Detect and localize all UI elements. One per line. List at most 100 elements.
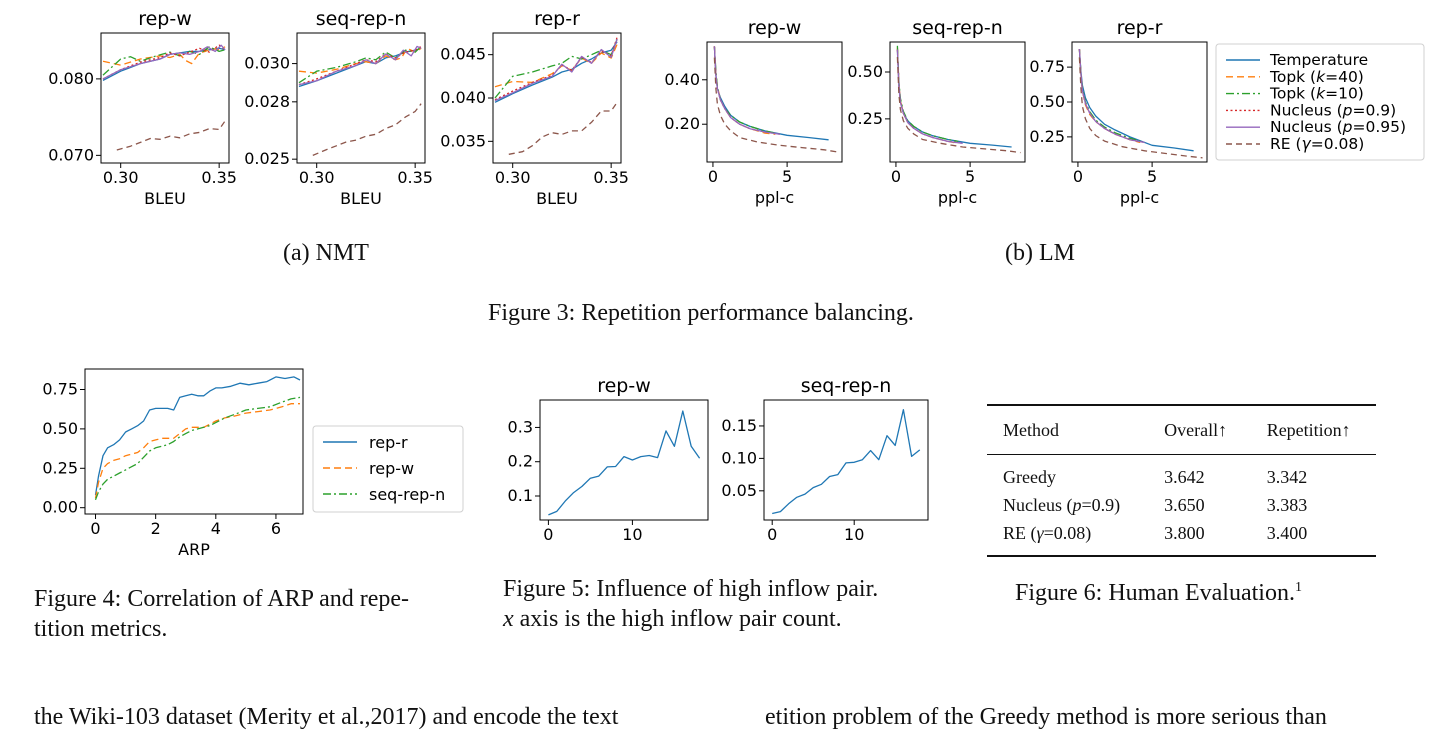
figure-5-caption-line2: x axis is the high inflow pair count. xyxy=(503,604,953,634)
legend-label-text: Topk ( xyxy=(1269,85,1316,103)
lm-2-xlabel: ppl-c xyxy=(1120,188,1159,207)
nmt-0-series-5 xyxy=(116,120,226,151)
cell-repetition: 3.400 xyxy=(1266,522,1308,543)
lm-1-panel: 0 5 0.25 0.50 seq-rep-n ppl-c xyxy=(847,17,1026,207)
nmt-1-series-4 xyxy=(298,45,422,86)
nmt-2-ytick-label: 0.045 xyxy=(440,45,486,64)
figure-4-caption-line1: Figure 4: Correlation of ARP and repe- xyxy=(34,586,410,612)
header-method: Method xyxy=(1003,419,1059,440)
lm-0-series-2 xyxy=(713,46,776,134)
lm-legend-label-4: Nucleus (p=0.95) xyxy=(1270,118,1406,136)
figure-4-caption-line2: tition metrics. xyxy=(34,616,168,642)
lm-1-frame xyxy=(889,41,1026,163)
method-text-post: =0.08) xyxy=(1043,522,1092,543)
lm-2-panel: 0 5 0.25 0.50 0.75 rep-r ppl-c xyxy=(1029,17,1208,207)
figure-6-caption-text: Figure 6: Human Evaluation. xyxy=(1015,580,1295,606)
fig5-1-series-0 xyxy=(772,409,921,515)
fig4-legend-label-0: rep-r xyxy=(369,433,408,452)
fig5-1-xtick-label: 0 xyxy=(767,525,777,544)
lm-legend-label-3: Nucleus (p=0.9) xyxy=(1270,101,1396,119)
table-row: RE (γ=0.08) 3.800 3.400 xyxy=(987,519,1376,556)
nmt-0-series-4 xyxy=(102,44,226,80)
lm-0-ytick-label: 0.20 xyxy=(664,114,700,133)
nmt-1-series-1 xyxy=(298,47,422,74)
lm-2-xtick-label: 5 xyxy=(1147,167,1157,186)
nmt-0-panel: 0.30 0.35 0.070 0.080 rep-w BLEU xyxy=(48,8,237,208)
figure-5-caption-x-var: x xyxy=(503,606,514,632)
legend-label-var: γ xyxy=(1302,135,1312,153)
figure-5-caption: Figure 5: Influence of high inflow pair.… xyxy=(503,574,953,634)
legend-label-var: k xyxy=(1316,68,1326,86)
nmt-2-xtick-label: 0.35 xyxy=(593,168,629,187)
lm-2-ytick-label: 0.50 xyxy=(1029,92,1065,111)
table-header-row: Method Overall↑ Repetition↑ xyxy=(987,405,1376,455)
fig4-legend-label-1: rep-w xyxy=(369,459,414,478)
cell-method: Greedy xyxy=(987,455,1148,492)
lm-0-xlabel: ppl-c xyxy=(755,188,794,207)
figure-5-caption-line2-text: axis is the high inflow pair count. xyxy=(513,606,842,632)
lm-2-ytick-label: 0.75 xyxy=(1029,57,1065,76)
cell-method: Nucleus (p=0.9) xyxy=(987,491,1148,519)
fig5-1-title: seq-rep-n xyxy=(801,375,892,397)
legend-label-text: =0.08) xyxy=(1311,135,1365,153)
nmt-2-xtick-label: 0.30 xyxy=(495,168,531,187)
fig4-xlabel: ARP xyxy=(178,540,210,559)
lm-0-series-3 xyxy=(713,46,780,135)
legend-label-text: Nucleus ( xyxy=(1270,118,1343,136)
nmt-1-series-5 xyxy=(312,103,422,156)
lm-1-xtick-label: 5 xyxy=(965,167,975,186)
nmt-1-panel: 0.30 0.35 0.025 0.028 0.030 seq-rep-n BLEU xyxy=(244,8,433,208)
subcaption-lm: (b) LM xyxy=(1005,240,1075,266)
legend-label-text: =40) xyxy=(1325,68,1364,86)
fig4-series-2 xyxy=(94,396,301,501)
lm-2-xtick-label: 0 xyxy=(1073,167,1083,186)
footnote-marker: 1 xyxy=(1294,580,1302,595)
fig5-1-ytick-label: 0.05 xyxy=(721,481,757,500)
fig5-0-frame xyxy=(539,399,709,521)
nmt-2-ytick-label: 0.040 xyxy=(440,88,486,107)
cell-overall: 3.642 xyxy=(1164,466,1205,487)
legend-label-text: Topk ( xyxy=(1269,68,1316,86)
nmt-1-series-2 xyxy=(298,45,422,84)
figure-6-caption: Figure 6: Human Evaluation.1 xyxy=(1015,573,1302,608)
lm-0-series-4 xyxy=(713,46,780,135)
fig4-ytick-label: 0.00 xyxy=(42,498,78,517)
nmt-0-xlabel: BLEU xyxy=(144,189,186,208)
nmt-2-xlabel: BLEU xyxy=(536,189,578,208)
fig5-1-panel: 0 10 0.05 0.10 0.15 seq-rep-n xyxy=(721,375,929,544)
nmt-2-ytick-label: 0.035 xyxy=(440,131,486,150)
fig4-ytick-label: 0.50 xyxy=(42,419,78,438)
nmt-1-xtick-label: 0.35 xyxy=(397,168,433,187)
nmt-2-series-3 xyxy=(494,37,618,101)
nmt-2-title: rep-r xyxy=(534,8,580,30)
fig5-0-title: rep-w xyxy=(597,375,651,397)
fig4-xtick-label: 2 xyxy=(151,519,161,538)
legend-label-text: Temperature xyxy=(1269,51,1368,69)
legend-label-text: =10) xyxy=(1325,85,1364,103)
cell-repetition: 3.383 xyxy=(1266,494,1308,515)
figure-4-caption: Figure 4: Correlation of ARP and repe- t… xyxy=(34,584,474,644)
fig4-frame xyxy=(84,368,304,515)
table-header: Method Overall↑ Repetition↑ xyxy=(987,405,1376,455)
lm-0-series-5 xyxy=(713,57,838,153)
nmt-2-series-4 xyxy=(494,38,618,102)
lm-0-series-0 xyxy=(713,46,829,141)
cell-method: RE (γ=0.08) xyxy=(987,519,1148,556)
header-overall: Overall↑ xyxy=(1164,419,1228,440)
lm-2-series-1 xyxy=(1078,48,1141,144)
nmt-0-series-1 xyxy=(102,46,226,66)
table-body: Greedy 3.642 3.342 Nucleus (p=0.9) 3.650… xyxy=(987,455,1376,557)
fig5-0-ytick-label: 0.3 xyxy=(508,417,533,436)
lm-1-series-3 xyxy=(896,49,963,144)
lm-1-series-5 xyxy=(896,56,1021,154)
lm-2-series-4 xyxy=(1078,48,1145,144)
table-row: Nucleus (p=0.9) 3.650 3.383 xyxy=(987,491,1376,519)
subcaption-nmt: (a) NMT xyxy=(283,240,369,266)
cell-repetition: 3.342 xyxy=(1266,466,1308,487)
lm-1-xlabel: ppl-c xyxy=(938,188,977,207)
nmt-0-xtick-label: 0.30 xyxy=(103,168,139,187)
nmt-0-frame xyxy=(100,32,230,164)
lm-2-frame xyxy=(1071,41,1208,163)
fig4-legend: rep-r rep-w seq-rep-n xyxy=(312,425,464,513)
lm-1-series-0 xyxy=(896,49,1012,148)
